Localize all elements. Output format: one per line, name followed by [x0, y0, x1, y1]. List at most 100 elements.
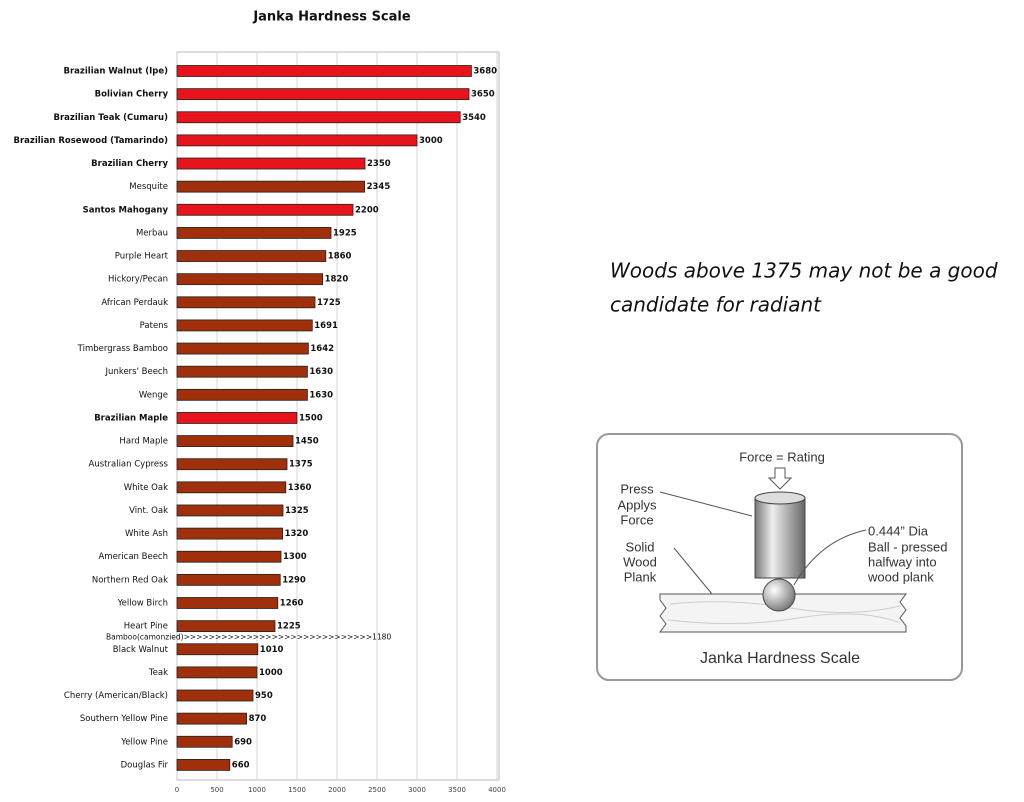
- bar: [176, 759, 231, 771]
- category-label: Heart Pine: [124, 622, 168, 632]
- diagram: Force = Rating Press Applys Force Solid …: [596, 433, 963, 681]
- category-label: Brazilian Cherry: [91, 159, 168, 169]
- category-label: White Oak: [124, 483, 168, 493]
- category-label: Junkers' Beech: [105, 367, 168, 377]
- x-tick-label: 3500: [448, 786, 466, 794]
- category-label: Teak: [148, 668, 168, 678]
- x-tick-label: 1000: [248, 786, 266, 794]
- chart-title: Janka Hardness Scale: [252, 10, 411, 25]
- bar: [176, 388, 308, 401]
- bar: [176, 527, 283, 540]
- value-label: 2345: [367, 182, 391, 192]
- diagram-caption: Janka Hardness Scale: [700, 650, 860, 667]
- value-label: 870: [249, 714, 267, 724]
- bar: [176, 203, 354, 216]
- bar: [176, 65, 472, 77]
- note-line: candidate for radiant: [610, 293, 822, 317]
- bar: [176, 319, 313, 332]
- value-label: 1500: [299, 413, 323, 423]
- category-label: Hard Maple: [119, 437, 168, 447]
- category-label: African Perdauk: [101, 298, 168, 308]
- bar: [176, 643, 259, 656]
- value-label: 1860: [328, 252, 352, 262]
- value-label: 3540: [462, 113, 486, 123]
- plank-label: Plank: [624, 569, 657, 584]
- value-label: 1320: [285, 529, 309, 539]
- category-label: Black Walnut: [113, 645, 169, 655]
- category-label: Vint. Oak: [129, 506, 168, 516]
- bar: [176, 597, 279, 609]
- bar: [176, 620, 276, 633]
- bar: [176, 666, 258, 679]
- x-tick-label: 2000: [328, 786, 346, 794]
- force-arrow: [767, 467, 793, 490]
- bar-chart: 0 500 1000 1500 2000 2500 3000 3500 4000 Brazilia…: [13, 52, 506, 794]
- note-line: Woods above 1375 may not be a good: [610, 259, 998, 283]
- category-label: Patens: [140, 321, 169, 331]
- category-label: Merbau: [136, 228, 168, 238]
- x-tick-label: 1500: [288, 786, 306, 794]
- press-label: Press: [620, 481, 654, 496]
- x-tick-label: 3000: [408, 786, 426, 794]
- ball-label: 0.444” Dia: [868, 523, 929, 538]
- leader-lines: [659, 491, 867, 595]
- bar: [176, 735, 233, 748]
- bar: [176, 435, 294, 447]
- x-tick-label: 2500: [368, 786, 386, 794]
- bar: [176, 365, 308, 378]
- category-label: Brazilian Maple: [94, 413, 168, 423]
- bar: [176, 180, 366, 193]
- note: Woods above 1375 may not be a good candi…: [610, 259, 998, 317]
- ball-label: halfway into: [868, 554, 937, 569]
- category-label: Wenge: [139, 390, 168, 400]
- bar: [176, 689, 254, 702]
- bar: [176, 573, 281, 586]
- value-label: 2200: [355, 205, 379, 215]
- value-label: 1300: [283, 552, 307, 562]
- plank: [659, 593, 907, 633]
- value-label: 3650: [471, 90, 495, 100]
- category-label: Brazilian Teak (Cumaru): [53, 113, 168, 123]
- category-label: Hickory/Pecan: [108, 275, 168, 285]
- value-label: 1820: [325, 275, 349, 285]
- press-label: Applys: [617, 497, 657, 512]
- value-label: 1375: [289, 460, 313, 470]
- bar: [176, 111, 461, 124]
- bar: [176, 504, 284, 517]
- value-label: 1225: [277, 622, 301, 632]
- ball-label: Ball - pressed: [868, 539, 947, 554]
- category-label: Brazilian Walnut (Ipe): [64, 67, 169, 77]
- x-tick-label: 500: [210, 786, 223, 794]
- value-label: 660: [232, 760, 250, 770]
- category-label: Bolivian Cherry: [95, 90, 169, 100]
- bar: [176, 273, 324, 286]
- value-label: 3000: [419, 136, 443, 146]
- category-label: Yellow Pine: [120, 737, 168, 747]
- value-label: 1360: [288, 483, 312, 493]
- value-label: 1925: [333, 228, 357, 238]
- value-label: 1010: [260, 645, 284, 655]
- category-label: Northern Red Oak: [92, 575, 168, 585]
- category-label: Mesquite: [129, 182, 168, 192]
- force-label: Force = Rating: [739, 449, 825, 464]
- bar: [176, 157, 366, 170]
- category-label: Douglas Fir: [121, 760, 169, 770]
- category-label: Australian Cypress: [89, 460, 169, 470]
- value-label: 1630: [309, 367, 333, 377]
- press-cylinder: [754, 497, 806, 579]
- category-label: White Ash: [125, 529, 168, 539]
- bar: [176, 342, 309, 355]
- value-label: 1260: [280, 598, 304, 608]
- bar: [176, 134, 418, 147]
- value-label: 1630: [309, 390, 333, 400]
- value-label: 690: [234, 737, 252, 747]
- cylinder-top: [754, 491, 806, 505]
- bar: [176, 481, 287, 494]
- value-label: 1691: [314, 321, 338, 331]
- category-label: Yellow Birch: [117, 598, 168, 608]
- bar: [176, 296, 316, 309]
- plank-label: Wood: [623, 554, 657, 569]
- value-label: 1642: [310, 344, 334, 354]
- category-label: American Beech: [98, 552, 168, 562]
